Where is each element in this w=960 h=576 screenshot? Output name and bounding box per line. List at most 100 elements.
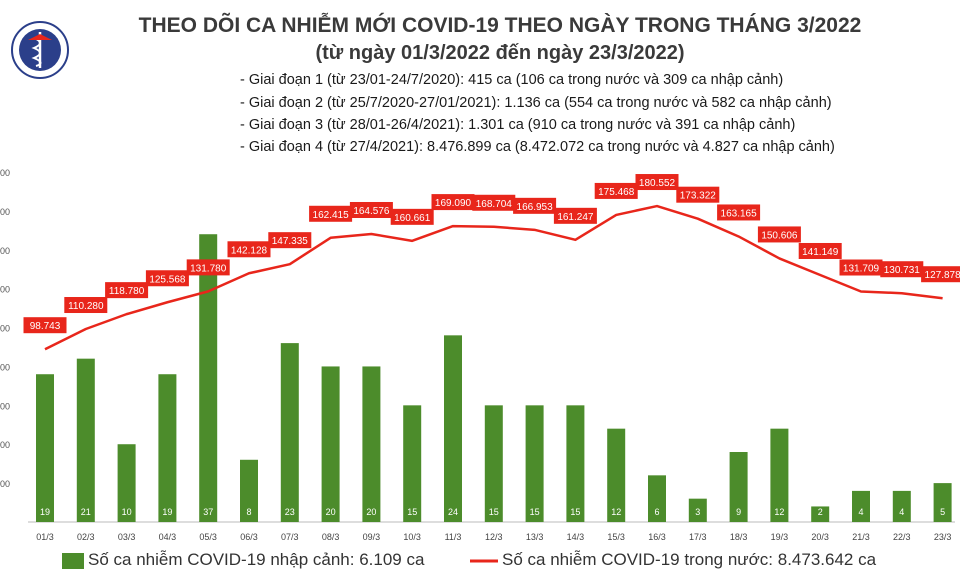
y-tick-label: 000 <box>0 285 10 295</box>
line-label-box <box>145 270 189 287</box>
bar-14/3 <box>566 405 585 522</box>
bar-20/3 <box>811 506 830 522</box>
bar-22/3 <box>892 490 911 522</box>
legend-bar-swatch <box>62 553 84 569</box>
line-value-label: 163.165 <box>721 208 758 219</box>
bar-value-label: 15 <box>570 507 580 517</box>
bar-value-label: 12 <box>774 507 784 517</box>
bar-03/3 <box>117 444 136 522</box>
bar-15/3 <box>607 428 626 522</box>
legend-line-label: Số ca nhiễm COVID-19 trong nước: 8.473.6… <box>502 550 877 569</box>
bar-value-label: 2 <box>818 507 823 517</box>
x-tick-label: 10/3 <box>403 532 421 542</box>
bar-01/3 <box>36 374 54 522</box>
bar-value-label: 5 <box>940 507 945 517</box>
x-tick-label: 23/3 <box>934 532 952 542</box>
line-value-label: 125.568 <box>149 274 186 285</box>
line-label-box <box>880 261 924 278</box>
line-value-label: 175.468 <box>598 187 635 198</box>
bar-12/3 <box>484 405 503 522</box>
bar-07/3 <box>280 343 299 522</box>
x-tick-label: 01/3 <box>36 532 54 542</box>
bar-09/3 <box>362 366 381 522</box>
x-tick-label: 13/3 <box>526 532 544 542</box>
line-value-label: 173.322 <box>680 191 717 202</box>
bar-23/3 <box>933 483 952 522</box>
bar-value-label: 4 <box>899 507 904 517</box>
legend-line-swatch <box>470 559 498 563</box>
line-value-label: 162.415 <box>313 210 350 221</box>
line-label-box <box>431 194 475 211</box>
bar-value-label: 24 <box>448 507 458 517</box>
line-label-box <box>390 208 434 225</box>
line-value-label: 166.953 <box>517 202 554 213</box>
x-tick-label: 22/3 <box>893 532 911 542</box>
x-tick-label: 04/3 <box>159 532 177 542</box>
y-tick-label: 000 <box>0 362 10 372</box>
domestic-cases-line <box>44 204 943 351</box>
line-label-box <box>594 182 638 199</box>
x-tick-label: 16/3 <box>648 532 666 542</box>
line-label-box <box>105 282 149 299</box>
line-label-box <box>227 241 271 258</box>
x-tick-label: 09/3 <box>363 532 381 542</box>
bar-08/3 <box>321 366 340 522</box>
bar-02/3 <box>76 358 95 522</box>
x-tick-label: 14/3 <box>567 532 585 542</box>
line-value-label: 127.878 <box>925 270 960 281</box>
ministry-of-health-logo <box>11 21 69 79</box>
bar-06/3 <box>240 459 258 522</box>
bar-value-label: 15 <box>530 507 540 517</box>
x-tick-label: 15/3 <box>607 532 625 542</box>
line-label-box <box>349 201 393 218</box>
x-tick-label: 20/3 <box>811 532 829 542</box>
line-value-label: 147.335 <box>272 236 309 247</box>
line-label-box <box>23 317 67 334</box>
bar-17/3 <box>688 498 707 522</box>
bar-value-label: 37 <box>203 507 213 517</box>
chart-subtitle: (từ ngày 01/3/2022 đến ngày 23/3/2022) <box>315 42 685 64</box>
line-value-label: 110.280 <box>68 301 104 312</box>
x-tick-label: 08/3 <box>322 532 340 542</box>
bar-value-label: 10 <box>122 507 132 517</box>
bar-value-label: 15 <box>489 507 499 517</box>
line-label-box <box>798 242 842 259</box>
x-tick-label: 12/3 <box>485 532 503 542</box>
bar-05/3 <box>199 234 218 522</box>
bar-18/3 <box>729 452 748 522</box>
line-label-box <box>553 207 597 224</box>
line-label-box <box>717 204 761 221</box>
chart-title: THEO DÕI CA NHIỄM MỚI COVID-19 THEO NGÀY… <box>138 14 862 37</box>
x-tick-label: 18/3 <box>730 532 748 542</box>
y-tick-label: 000 <box>0 479 10 489</box>
stage-2-note: - Giai đoạn 2 (từ 25/7/2020-27/01/2021):… <box>240 95 832 111</box>
x-tick-label: 11/3 <box>445 532 462 542</box>
bar-21/3 <box>852 490 870 522</box>
bar-value-label: 12 <box>611 507 621 517</box>
x-tick-label: 07/3 <box>281 532 299 542</box>
line-label-box <box>309 205 353 222</box>
bar-value-label: 3 <box>695 507 700 517</box>
bar-value-label: 21 <box>81 507 91 517</box>
bar-value-label: 8 <box>246 507 251 517</box>
line-value-label: 131.780 <box>190 263 227 274</box>
bar-value-label: 23 <box>285 507 295 517</box>
line-label-box <box>757 226 801 243</box>
line-value-label: 150.606 <box>761 230 798 241</box>
x-tick-label: 02/3 <box>77 532 95 542</box>
bar-value-label: 6 <box>654 507 659 517</box>
bar-19/3 <box>770 428 789 522</box>
x-tick-label: 06/3 <box>240 532 258 542</box>
bar-value-label: 15 <box>407 507 417 517</box>
bar-13/3 <box>525 405 544 522</box>
line-value-label: 98.743 <box>30 321 61 332</box>
line-value-label: 180.552 <box>639 178 676 189</box>
bar-16/3 <box>648 475 666 522</box>
line-value-label: 161.247 <box>557 212 594 223</box>
y-tick-label: 000 <box>0 246 10 256</box>
line-label-box <box>839 259 883 276</box>
line-value-label: 142.128 <box>231 245 268 256</box>
bar-11/3 <box>444 335 462 522</box>
y-tick-label: 000 <box>0 401 10 411</box>
line-value-label: 118.780 <box>109 286 145 297</box>
